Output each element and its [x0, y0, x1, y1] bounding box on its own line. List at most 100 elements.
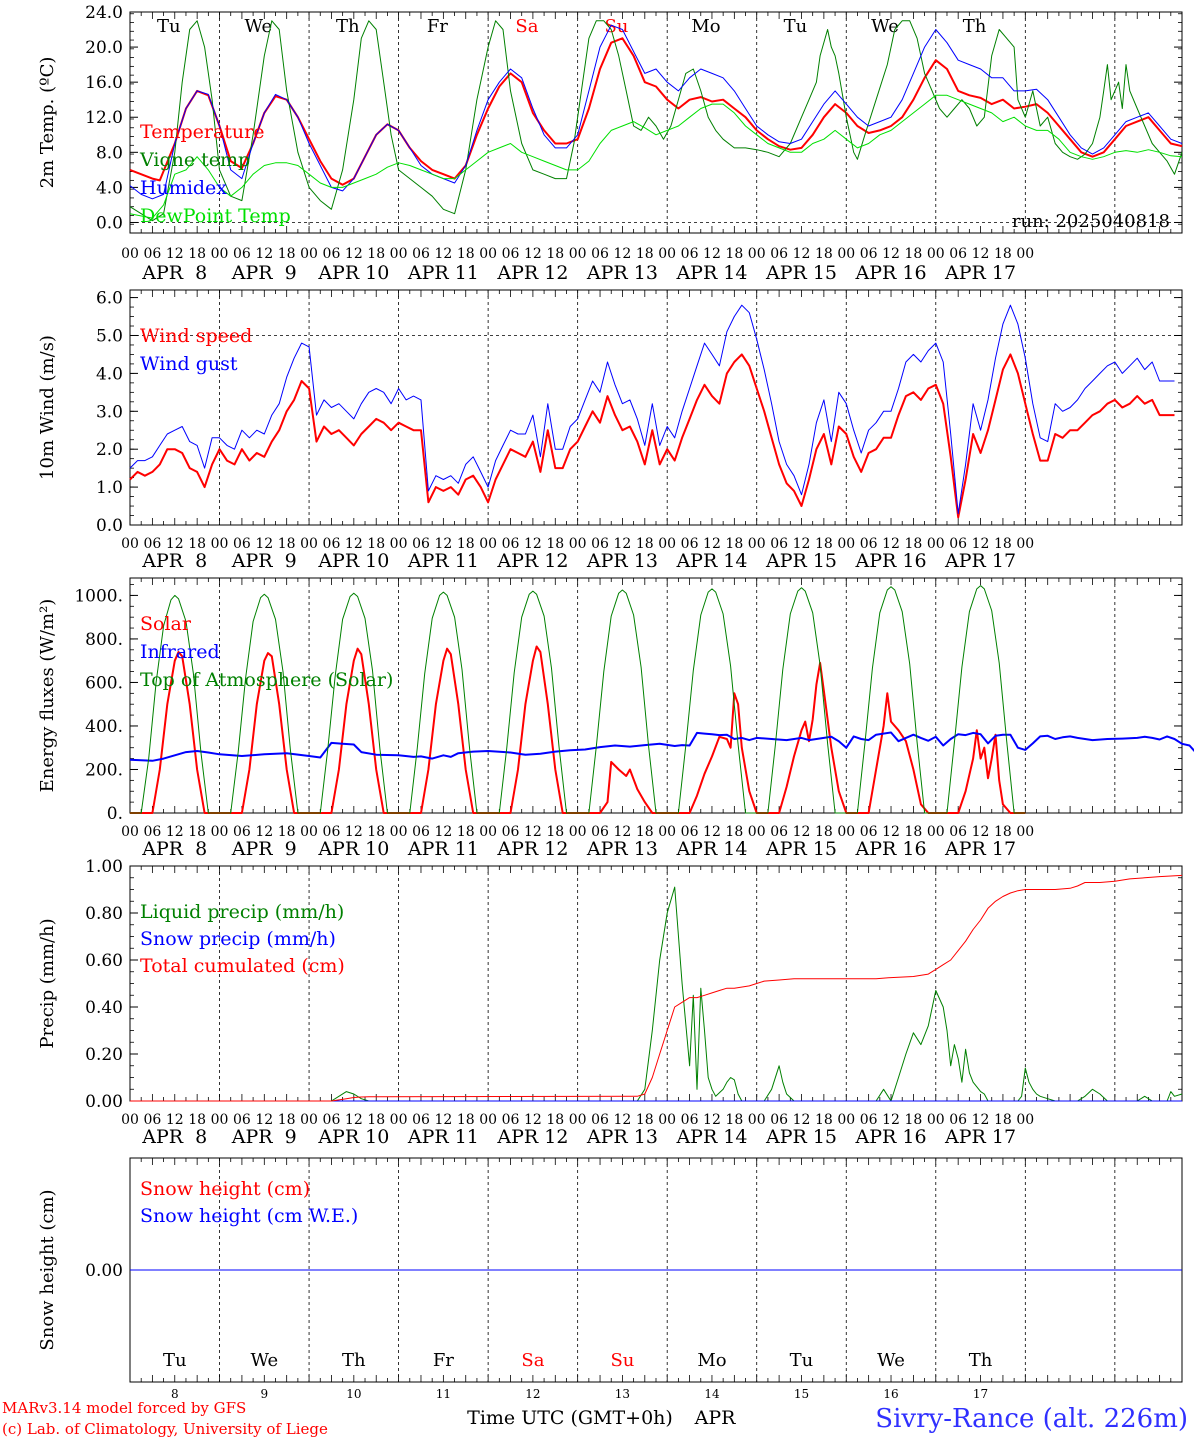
hour-label: 00: [927, 246, 945, 262]
date-label: APR 13: [586, 550, 658, 572]
date-label: APR 11: [407, 1126, 479, 1148]
date-label: APR 10: [317, 550, 389, 572]
hour-label: 06: [412, 246, 430, 262]
y-axis-label: Snow height (cm): [37, 1189, 58, 1350]
date-label: APR 16: [855, 550, 927, 572]
day-name-bottom: Tu: [790, 1350, 814, 1371]
hour-label: 18: [188, 1112, 206, 1128]
legend-entry: Vigne temp: [139, 149, 250, 171]
hour-label: 06: [949, 824, 967, 840]
hour-label: 00: [300, 824, 318, 840]
date-label: APR 8: [141, 550, 207, 572]
y-tick-label: 24.0: [85, 3, 123, 23]
day-date: 17: [973, 1387, 988, 1401]
hour-label: 06: [860, 824, 878, 840]
hour-label: 06: [860, 246, 878, 262]
hour-label: 12: [345, 824, 363, 840]
hour-label: 00: [837, 824, 855, 840]
hour-label: 06: [770, 246, 788, 262]
day-name-top: Tu: [784, 16, 808, 37]
hour-label: 18: [725, 246, 743, 262]
hour-label: 00: [479, 1112, 497, 1128]
hour-label: 06: [412, 1112, 430, 1128]
hour-label: 06: [949, 536, 967, 552]
hour-label: 06: [949, 246, 967, 262]
hour-label: 12: [703, 1112, 721, 1128]
hour-label: 18: [546, 1112, 564, 1128]
legend-entry: Snow precip (mm/h): [140, 928, 336, 950]
panel-snow: 0.00 Snow height (cm) Snow height (cm) Snow…: [37, 1157, 1183, 1401]
y-tick-label: 0.20: [85, 1045, 123, 1065]
legend-entry: Liquid precip (mm/h): [140, 901, 344, 923]
hour-label: 00: [121, 1112, 139, 1128]
hour-label: 06: [143, 824, 161, 840]
series-solar: [130, 645, 1026, 814]
date-label: APR 16: [855, 1126, 927, 1148]
hour-label: 12: [524, 246, 542, 262]
hour-label: 00: [390, 246, 408, 262]
credit-line-1: MARv3.14 model forced by GFS: [2, 1399, 246, 1417]
date-label: APR 11: [407, 838, 479, 860]
hour-label: 00: [1016, 1112, 1034, 1128]
hour-label: 00: [121, 246, 139, 262]
legend-entry: Infrared: [140, 641, 220, 663]
day-name-bottom: Fr: [433, 1350, 454, 1371]
hour-label: 00: [658, 246, 676, 262]
hour-label: 00: [569, 824, 587, 840]
y-tick-label: 5.0: [96, 326, 123, 346]
footer: MARv3.14 model forced by GFS (c) Lab. of …: [2, 1399, 1188, 1438]
hour-label: 12: [882, 1112, 900, 1128]
hour-label: 12: [434, 536, 452, 552]
hour-label: 18: [457, 1112, 475, 1128]
day-name-top: Fr: [427, 16, 448, 37]
day-name-bottom: Su: [610, 1350, 634, 1371]
hour-label: 18: [278, 824, 296, 840]
date-label: APR 11: [407, 550, 479, 572]
hour-label: 12: [972, 1112, 990, 1128]
hour-label: 18: [188, 536, 206, 552]
legend-entry: Snow height (cm): [140, 1178, 310, 1200]
hour-label: 06: [233, 1112, 251, 1128]
hour-label: 00: [658, 536, 676, 552]
date-label: APR 15: [765, 550, 837, 572]
hour-label: 06: [502, 246, 520, 262]
date-label: APR 16: [855, 838, 927, 860]
hour-label: 12: [255, 824, 273, 840]
hour-label: 12: [882, 824, 900, 840]
date-label: APR 14: [675, 262, 747, 284]
hour-label: 00: [569, 536, 587, 552]
hour-label: 18: [904, 1112, 922, 1128]
y-tick-label: 0.40: [85, 998, 123, 1018]
y-axis-label: Precip (mm/h): [37, 918, 58, 1048]
hour-label: 18: [815, 824, 833, 840]
hour-label: 00: [1016, 536, 1034, 552]
hour-label: 18: [546, 536, 564, 552]
series-top-of-atmosphere-solar-: [130, 585, 1026, 814]
y-tick-label: 400.: [85, 717, 123, 737]
hour-label: 00: [927, 1112, 945, 1128]
hour-label: 18: [815, 1112, 833, 1128]
hour-label: 18: [636, 536, 654, 552]
hour-label: 12: [434, 1112, 452, 1128]
hour-label: 06: [681, 1112, 699, 1128]
hour-label: 18: [367, 824, 385, 840]
hour-label: 12: [614, 1112, 632, 1128]
day-name-top: Th: [963, 16, 987, 37]
hour-label: 12: [972, 246, 990, 262]
date-label: APR 13: [586, 262, 658, 284]
hour-label: 00: [748, 246, 766, 262]
y-tick-label: 0.0: [96, 213, 123, 233]
hour-label: 18: [994, 536, 1012, 552]
hour-label: 18: [278, 1112, 296, 1128]
hour-label: 18: [636, 246, 654, 262]
hour-label: 00: [211, 1112, 229, 1128]
hour-label: 06: [591, 824, 609, 840]
series-infrared: [129, 731, 1194, 762]
plot-frame: [129, 11, 1183, 234]
credit-line-2: (c) Lab. of Climatology, University of L…: [2, 1420, 328, 1438]
hour-label: 00: [569, 1112, 587, 1128]
date-label: APR 16: [855, 262, 927, 284]
day-name-top: We: [871, 16, 899, 37]
hour-label: 18: [546, 824, 564, 840]
hour-label: 00: [479, 536, 497, 552]
